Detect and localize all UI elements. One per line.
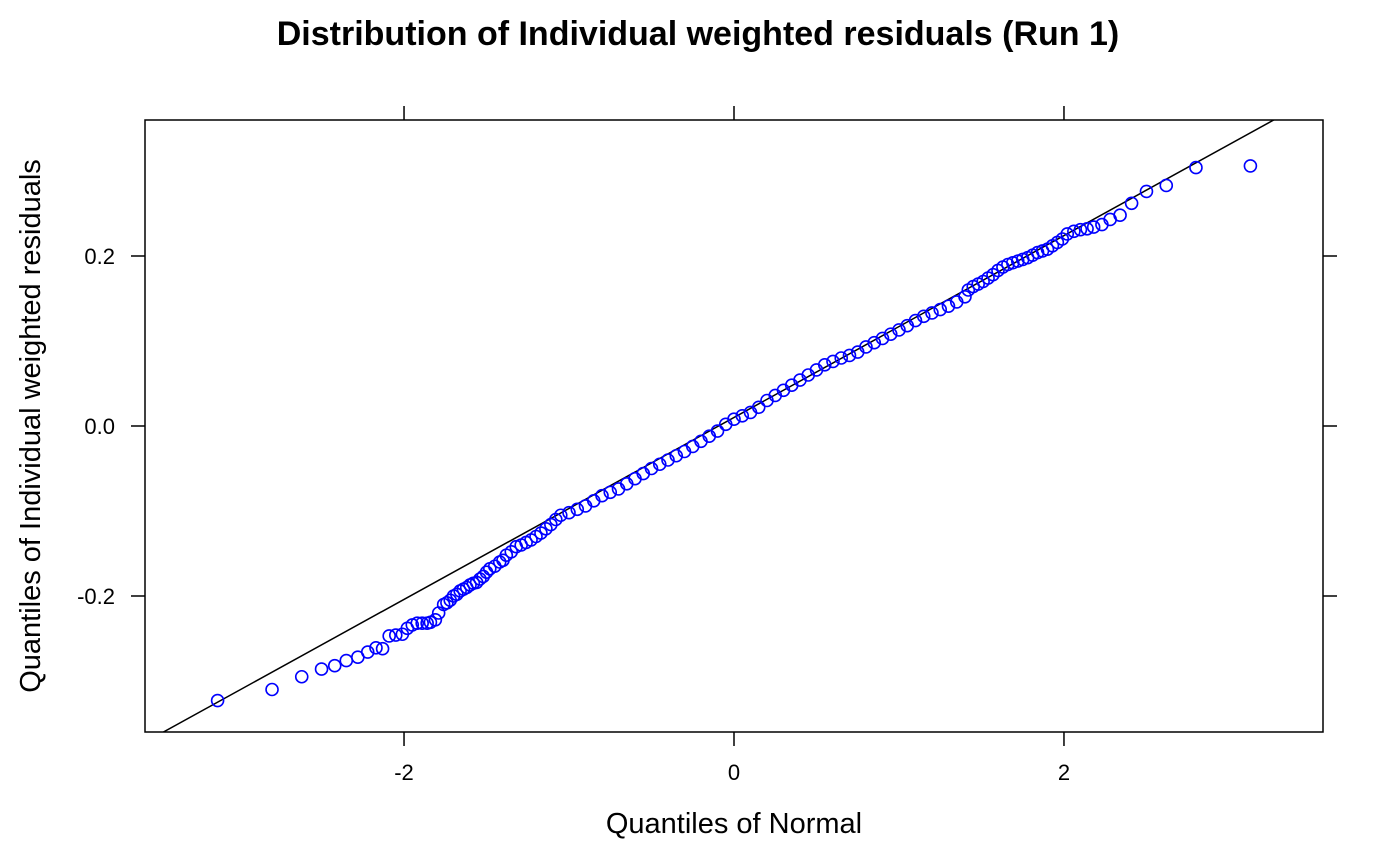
chart-title: Distribution of Individual weighted resi… [277, 15, 1119, 53]
data-point [1124, 196, 1139, 211]
data-point [817, 357, 832, 372]
data-point [1113, 208, 1127, 222]
data-point [710, 424, 725, 438]
data-point [1055, 232, 1070, 246]
data-point [1243, 159, 1258, 173]
data-point [595, 488, 609, 503]
x-tick-label: 0 [728, 760, 740, 785]
data-point [941, 299, 956, 313]
data-point [603, 485, 618, 500]
data-point [883, 327, 898, 342]
axis-tick-labels: -2 0 2 -0.2 0.0 0.2 [77, 244, 1070, 785]
data-points [210, 159, 1258, 708]
data-point [294, 669, 309, 684]
data-point [375, 641, 390, 656]
data-point [859, 340, 873, 354]
data-point [1159, 178, 1174, 193]
data-point [661, 453, 675, 467]
data-point [327, 658, 342, 673]
reference-line [161, 120, 1276, 732]
x-axis-label: Quantiles of Normal [606, 808, 862, 840]
data-point [644, 461, 659, 476]
data-point [210, 693, 225, 708]
data-point [382, 629, 396, 643]
data-point [265, 682, 279, 697]
data-point [553, 508, 568, 523]
data-point [842, 348, 857, 363]
data-point [867, 335, 882, 350]
data-point [1086, 220, 1101, 234]
data-point [669, 448, 684, 463]
x-tick-label: -2 [394, 760, 414, 785]
data-point [958, 289, 972, 304]
data-point [1073, 222, 1088, 237]
data-point [1080, 222, 1094, 236]
data-point [925, 306, 939, 320]
data-point [415, 616, 429, 631]
data-point [933, 302, 948, 317]
data-point [826, 354, 840, 369]
axis-ticks [131, 106, 1337, 746]
data-point [1067, 224, 1081, 239]
data-point [570, 502, 585, 517]
data-point [892, 323, 906, 337]
data-point [1060, 227, 1075, 241]
data-point [1139, 184, 1154, 199]
data-point [834, 351, 849, 365]
data-point [916, 309, 931, 324]
data-point [388, 628, 403, 642]
data-point [562, 505, 576, 520]
data-point [504, 544, 519, 559]
data-point [314, 662, 329, 676]
data-point [1189, 160, 1203, 175]
x-tick-label: 2 [1058, 760, 1070, 785]
data-point [360, 645, 375, 659]
data-point [339, 653, 354, 668]
data-point [369, 641, 383, 655]
data-point [727, 412, 741, 427]
data-point [652, 457, 667, 472]
y-tick-label: 0.2 [84, 244, 115, 269]
data-point [544, 517, 558, 532]
data-point [410, 616, 425, 631]
data-point [735, 408, 750, 423]
y-axis-label: Quantiles of Individual weighted residua… [15, 159, 47, 693]
y-tick-label: -0.2 [77, 584, 115, 609]
data-point [908, 313, 923, 328]
data-point [428, 612, 443, 627]
data-point [751, 400, 766, 415]
y-tick-label: 0.0 [84, 414, 115, 439]
data-point [476, 569, 491, 584]
data-point [875, 331, 890, 346]
